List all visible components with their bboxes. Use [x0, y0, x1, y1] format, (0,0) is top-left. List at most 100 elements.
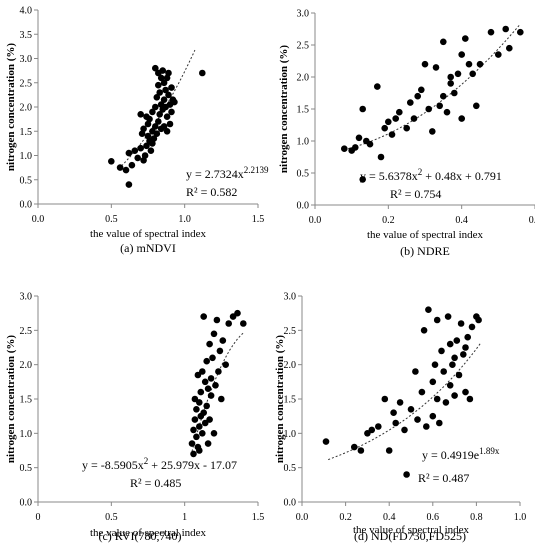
data-point: [396, 108, 403, 116]
data-point: [381, 124, 389, 132]
x-axis-title: the value of spectral index: [90, 527, 207, 539]
y-tick-label: 1.0: [20, 429, 33, 440]
data-point: [125, 181, 133, 188]
data-point: [457, 320, 465, 327]
equation-base: y = -8.5905x: [82, 458, 144, 472]
data-point: [368, 426, 376, 434]
data-point: [171, 98, 178, 106]
data-point: [377, 153, 385, 161]
equation-exponent: 2: [144, 456, 149, 466]
data-point: [218, 395, 225, 403]
data-point: [125, 149, 133, 157]
data-point: [156, 111, 163, 118]
data-point: [454, 70, 462, 78]
data-point: [438, 347, 445, 355]
data-point: [460, 351, 467, 358]
data-point: [374, 83, 381, 90]
x-tick-label: 0.0: [309, 215, 322, 226]
data-point: [462, 35, 469, 42]
data-point: [392, 115, 400, 122]
data-point: [385, 118, 392, 126]
r-squared: R² = 0.487: [418, 471, 469, 485]
data-point: [469, 70, 477, 78]
data-point: [165, 91, 172, 99]
data-point: [199, 368, 206, 375]
data-point: [451, 392, 458, 399]
y-tick-label: 0.5: [20, 463, 33, 474]
data-point: [396, 399, 404, 406]
y-tick-label: 1.5: [297, 105, 310, 116]
data-point: [357, 447, 365, 454]
data-point: [143, 142, 150, 150]
data-point: [204, 440, 212, 447]
data-point: [351, 443, 358, 451]
x-tick-label: 1.0: [514, 512, 527, 523]
data-point: [162, 86, 169, 94]
data-point: [359, 176, 367, 183]
y-axis-title: nitrogen concentration (%): [278, 45, 290, 173]
y-tick-label: 3.0: [20, 292, 33, 303]
data-point: [210, 330, 218, 338]
data-point: [134, 154, 141, 162]
data-point: [341, 145, 348, 152]
equation-rest: + 0.48x + 0.791: [422, 169, 502, 183]
data-point: [359, 105, 367, 113]
data-point: [222, 361, 229, 369]
data-point: [149, 108, 156, 116]
regression-equation: y = 5.6378x2 + 0.48x + 0.791: [360, 167, 502, 183]
y-tick-label: 1.0: [20, 151, 33, 162]
data-point: [366, 140, 374, 148]
data-point: [517, 28, 524, 36]
data-point: [475, 316, 482, 324]
data-point: [196, 423, 203, 430]
x-tick-label: 0.8: [470, 512, 483, 523]
data-point: [433, 316, 441, 324]
data-point: [203, 357, 210, 365]
y-axis-title: nitrogen concentration (%): [274, 335, 286, 463]
data-point: [131, 147, 139, 154]
x-tick-label: 1.0: [178, 214, 191, 225]
y-tick-label: 0.0: [20, 498, 33, 509]
r-squared: R² = 0.754: [390, 187, 441, 201]
data-point: [146, 115, 153, 123]
r-squared: R² = 0.582: [186, 185, 237, 199]
data-point: [190, 426, 197, 434]
data-point: [429, 128, 436, 135]
data-point: [455, 371, 463, 379]
data-point: [153, 130, 161, 137]
chart-4: 0.0 0.5 1.0 1.5 2.0 2.5 3.0 0.0 0.2 0.4 0.6 0.8 1.0 t…: [274, 292, 526, 544]
data-point: [440, 92, 447, 100]
y-tick-label: 3.0: [284, 292, 297, 303]
data-point: [410, 115, 418, 122]
regression-equation: y = 0.4919e1.89x: [422, 446, 500, 462]
equation-base: y = 5.6378x: [360, 169, 418, 183]
data-point: [388, 131, 396, 138]
data-point: [156, 89, 163, 96]
x-axis-title: the value of spectral index: [90, 228, 207, 240]
x-tick-label: 0.6: [529, 215, 535, 226]
data-point: [414, 92, 422, 100]
x-tick-label: 0.6: [427, 512, 440, 523]
y-tick-label: 2.5: [20, 326, 33, 337]
y-tick-label: 3.5: [20, 30, 33, 41]
data-point: [219, 337, 227, 344]
data-point: [155, 118, 162, 125]
y-tick-label: 0.5: [297, 169, 310, 180]
data-point: [462, 388, 469, 396]
x-tick-label: 1: [182, 512, 187, 523]
data-point: [152, 103, 159, 111]
x-tick-label: 0.4: [455, 215, 468, 226]
data-point: [157, 74, 165, 82]
data-point: [462, 344, 469, 351]
y-tick-label: 0.0: [20, 200, 33, 211]
x-tick-label: 0.5: [105, 512, 118, 523]
y-tick-label: 0.0: [284, 498, 297, 509]
data-point: [137, 111, 144, 118]
y-tick-label: 3.0: [297, 9, 310, 20]
y-axis-title: nitrogen concentration (%): [5, 335, 17, 463]
y-tick-label: 2.0: [20, 360, 33, 371]
y-tick-label: 2.0: [297, 73, 310, 84]
y-tick-label: 0.5: [20, 175, 33, 186]
data-point: [159, 67, 166, 74]
